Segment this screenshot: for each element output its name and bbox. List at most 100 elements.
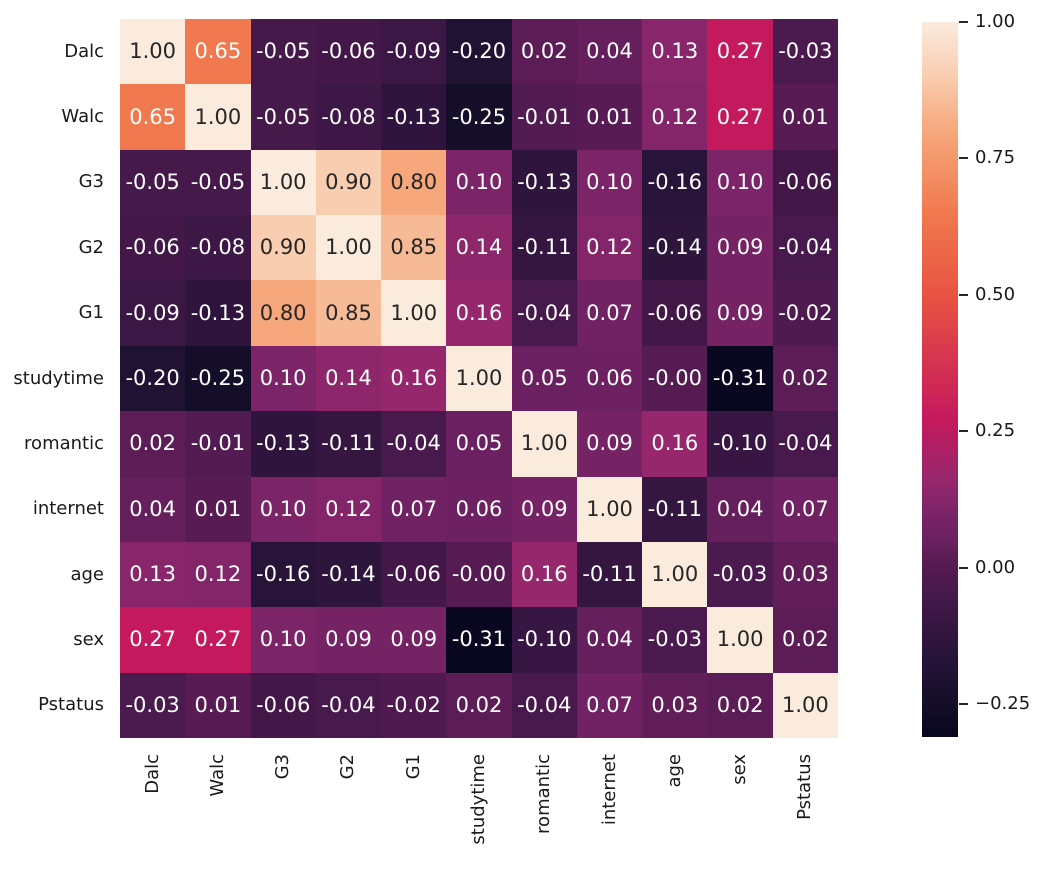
heatmap-cell-Pstatus-G3: -0.06 [250, 672, 316, 738]
heatmap-cell-G3-G1: 0.80 [381, 149, 447, 216]
heatmap-cell-internet-G1: 0.07 [381, 476, 447, 542]
heatmap-cell-Pstatus-sex: 0.02 [707, 672, 773, 738]
heatmap-cell-age-Walc: 0.12 [185, 541, 251, 608]
colorbar-tick-mark [959, 703, 968, 706]
heatmap-cell-Pstatus-studytime: 0.02 [446, 672, 512, 738]
heatmap-cell-studytime-sex: -0.31 [707, 345, 773, 412]
heatmap-cell-romantic-G1: -0.04 [381, 411, 447, 477]
x-tick-label-G1: G1 [402, 754, 424, 780]
heatmap-cell-G3-internet: 0.10 [576, 149, 643, 216]
x-tick-label-internet: internet [598, 754, 620, 826]
heatmap-cell-studytime-G2: 0.14 [315, 345, 382, 412]
heatmap-cell-G2-internet: 0.12 [576, 215, 643, 281]
heatmap-cell-sex-Walc: 0.27 [185, 607, 251, 673]
heatmap-cell-Dalc-G2: -0.06 [315, 19, 382, 85]
y-tick-label-Dalc: Dalc [64, 40, 104, 62]
y-tick-label-Pstatus: Pstatus [38, 694, 104, 716]
heatmap-cell-G3-age: -0.16 [642, 149, 708, 216]
x-tick-label-G2: G2 [337, 754, 359, 780]
heatmap-cell-sex-Dalc: 0.27 [120, 607, 186, 673]
heatmap-cell-G3-G3: 1.00 [250, 149, 316, 216]
colorbar-tick-label: 0.25 [975, 420, 1016, 442]
heatmap-cell-G1-G1: 1.00 [381, 280, 447, 346]
heatmap-cell-G3-Pstatus: -0.06 [772, 149, 838, 216]
heatmap-cell-Dalc-internet: 0.04 [576, 19, 643, 85]
heatmap-cell-Dalc-G3: -0.05 [250, 19, 316, 85]
heatmap-cell-Pstatus-G1: -0.02 [381, 672, 447, 738]
heatmap-cell-Walc-G3: -0.05 [250, 84, 316, 150]
y-tick-label-internet: internet [32, 498, 104, 520]
y-tick-label-studytime: studytime [13, 367, 104, 389]
heatmap-cell-G3-studytime: 0.10 [446, 149, 512, 216]
y-tick-label-sex: sex [73, 628, 104, 650]
heatmap-cell-age-Dalc: 0.13 [120, 541, 186, 608]
y-tick-label-G1: G1 [78, 302, 104, 324]
x-tick-label-G3: G3 [272, 754, 294, 780]
y-tick-label-age: age [70, 563, 104, 585]
heatmap-cell-internet-Pstatus: 0.07 [772, 476, 838, 542]
heatmap-cell-sex-G2: 0.09 [315, 607, 382, 673]
heatmap-cell-romantic-studytime: 0.05 [446, 411, 512, 477]
heatmap-cell-Dalc-Dalc: 1.00 [120, 19, 186, 85]
heatmap-cell-Walc-Pstatus: 0.01 [772, 84, 838, 150]
heatmap-cell-G1-sex: 0.09 [707, 280, 773, 346]
heatmap-cell-studytime-internet: 0.06 [576, 345, 643, 412]
heatmap-cell-Dalc-sex: 0.27 [707, 19, 773, 85]
heatmap-cell-Walc-age: 0.12 [642, 84, 708, 150]
heatmap-cell-Walc-G2: -0.08 [315, 84, 382, 150]
heatmap-cell-G3-G2: 0.90 [315, 149, 382, 216]
heatmap-cell-sex-G1: 0.09 [381, 607, 447, 673]
x-tick-label-age: age [663, 754, 685, 788]
heatmap-cell-sex-age: -0.03 [642, 607, 708, 673]
heatmap-cell-Walc-studytime: -0.25 [446, 84, 512, 150]
heatmap-cell-sex-G3: 0.10 [250, 607, 316, 673]
x-tick-label-Pstatus: Pstatus [794, 754, 816, 820]
x-tick-label-Walc: Walc [206, 754, 228, 797]
heatmap-cell-G2-Walc: -0.08 [185, 215, 251, 281]
x-tick-label-sex: sex [729, 754, 751, 785]
heatmap-cell-Walc-G1: -0.13 [381, 84, 447, 150]
heatmap-cell-romantic-Dalc: 0.02 [120, 411, 186, 477]
heatmap-cell-age-age: 1.00 [642, 541, 708, 608]
heatmap-cell-sex-romantic: -0.10 [511, 607, 577, 673]
heatmap-cell-Pstatus-Dalc: -0.03 [120, 672, 186, 738]
heatmap-cell-sex-internet: 0.04 [576, 607, 643, 673]
heatmap-cell-sex-sex: 1.00 [707, 607, 773, 673]
x-tick-label-Dalc: Dalc [141, 754, 163, 794]
heatmap-cell-Walc-romantic: -0.01 [511, 84, 577, 150]
heatmap-cell-G1-internet: 0.07 [576, 280, 643, 346]
heatmap-cell-Dalc-age: 0.13 [642, 19, 708, 85]
heatmap-cell-studytime-Dalc: -0.20 [120, 345, 186, 412]
heatmap-cell-Dalc-studytime: -0.20 [446, 19, 512, 85]
colorbar-tick-label: 0.75 [975, 147, 1016, 169]
heatmap-cell-internet-age: -0.11 [642, 476, 708, 542]
heatmap-cell-G1-romantic: -0.04 [511, 280, 577, 346]
heatmap-cell-G2-romantic: -0.11 [511, 215, 577, 281]
heatmap-cell-Walc-sex: 0.27 [707, 84, 773, 150]
x-tick-label-romantic: romantic [533, 754, 555, 834]
heatmap-cell-internet-romantic: 0.09 [511, 476, 577, 542]
y-tick-label-Walc: Walc [61, 106, 104, 128]
heatmap-cell-G2-G2: 1.00 [315, 215, 382, 281]
heatmap-cell-age-G1: -0.06 [381, 541, 447, 608]
heatmap-plot-area: 1.00 0.65 -0.05 -0.06 -0.09 -0.20 0.02 0.04 0.13… [120, 19, 838, 738]
x-tick-label-studytime: studytime [468, 754, 489, 845]
y-tick-label-G3: G3 [78, 171, 104, 193]
heatmap-cell-internet-Walc: 0.01 [185, 476, 251, 542]
heatmap-cell-Dalc-Walc: 0.65 [185, 19, 251, 85]
heatmap-cell-internet-Dalc: 0.04 [120, 476, 186, 542]
heatmap-cell-G3-romantic: -0.13 [511, 149, 577, 216]
colorbar-tick-label: −0.25 [975, 693, 1031, 715]
heatmap-cell-studytime-age: -0.00 [642, 345, 708, 412]
heatmap-cell-internet-studytime: 0.06 [446, 476, 512, 542]
colorbar-tick-label: 0.00 [975, 556, 1016, 578]
heatmap-cell-internet-sex: 0.04 [707, 476, 773, 542]
heatmap-cell-romantic-age: 0.16 [642, 411, 708, 477]
heatmap-cell-romantic-G2: -0.11 [315, 411, 382, 477]
heatmap-cell-age-G3: -0.16 [250, 541, 316, 608]
heatmap-cell-G2-age: -0.14 [642, 215, 708, 281]
heatmap-cell-G3-sex: 0.10 [707, 149, 773, 216]
heatmap-cell-G2-Dalc: -0.06 [120, 215, 186, 281]
heatmap-cell-G1-G3: 0.80 [250, 280, 316, 346]
heatmap-cell-romantic-Pstatus: -0.04 [772, 411, 838, 477]
